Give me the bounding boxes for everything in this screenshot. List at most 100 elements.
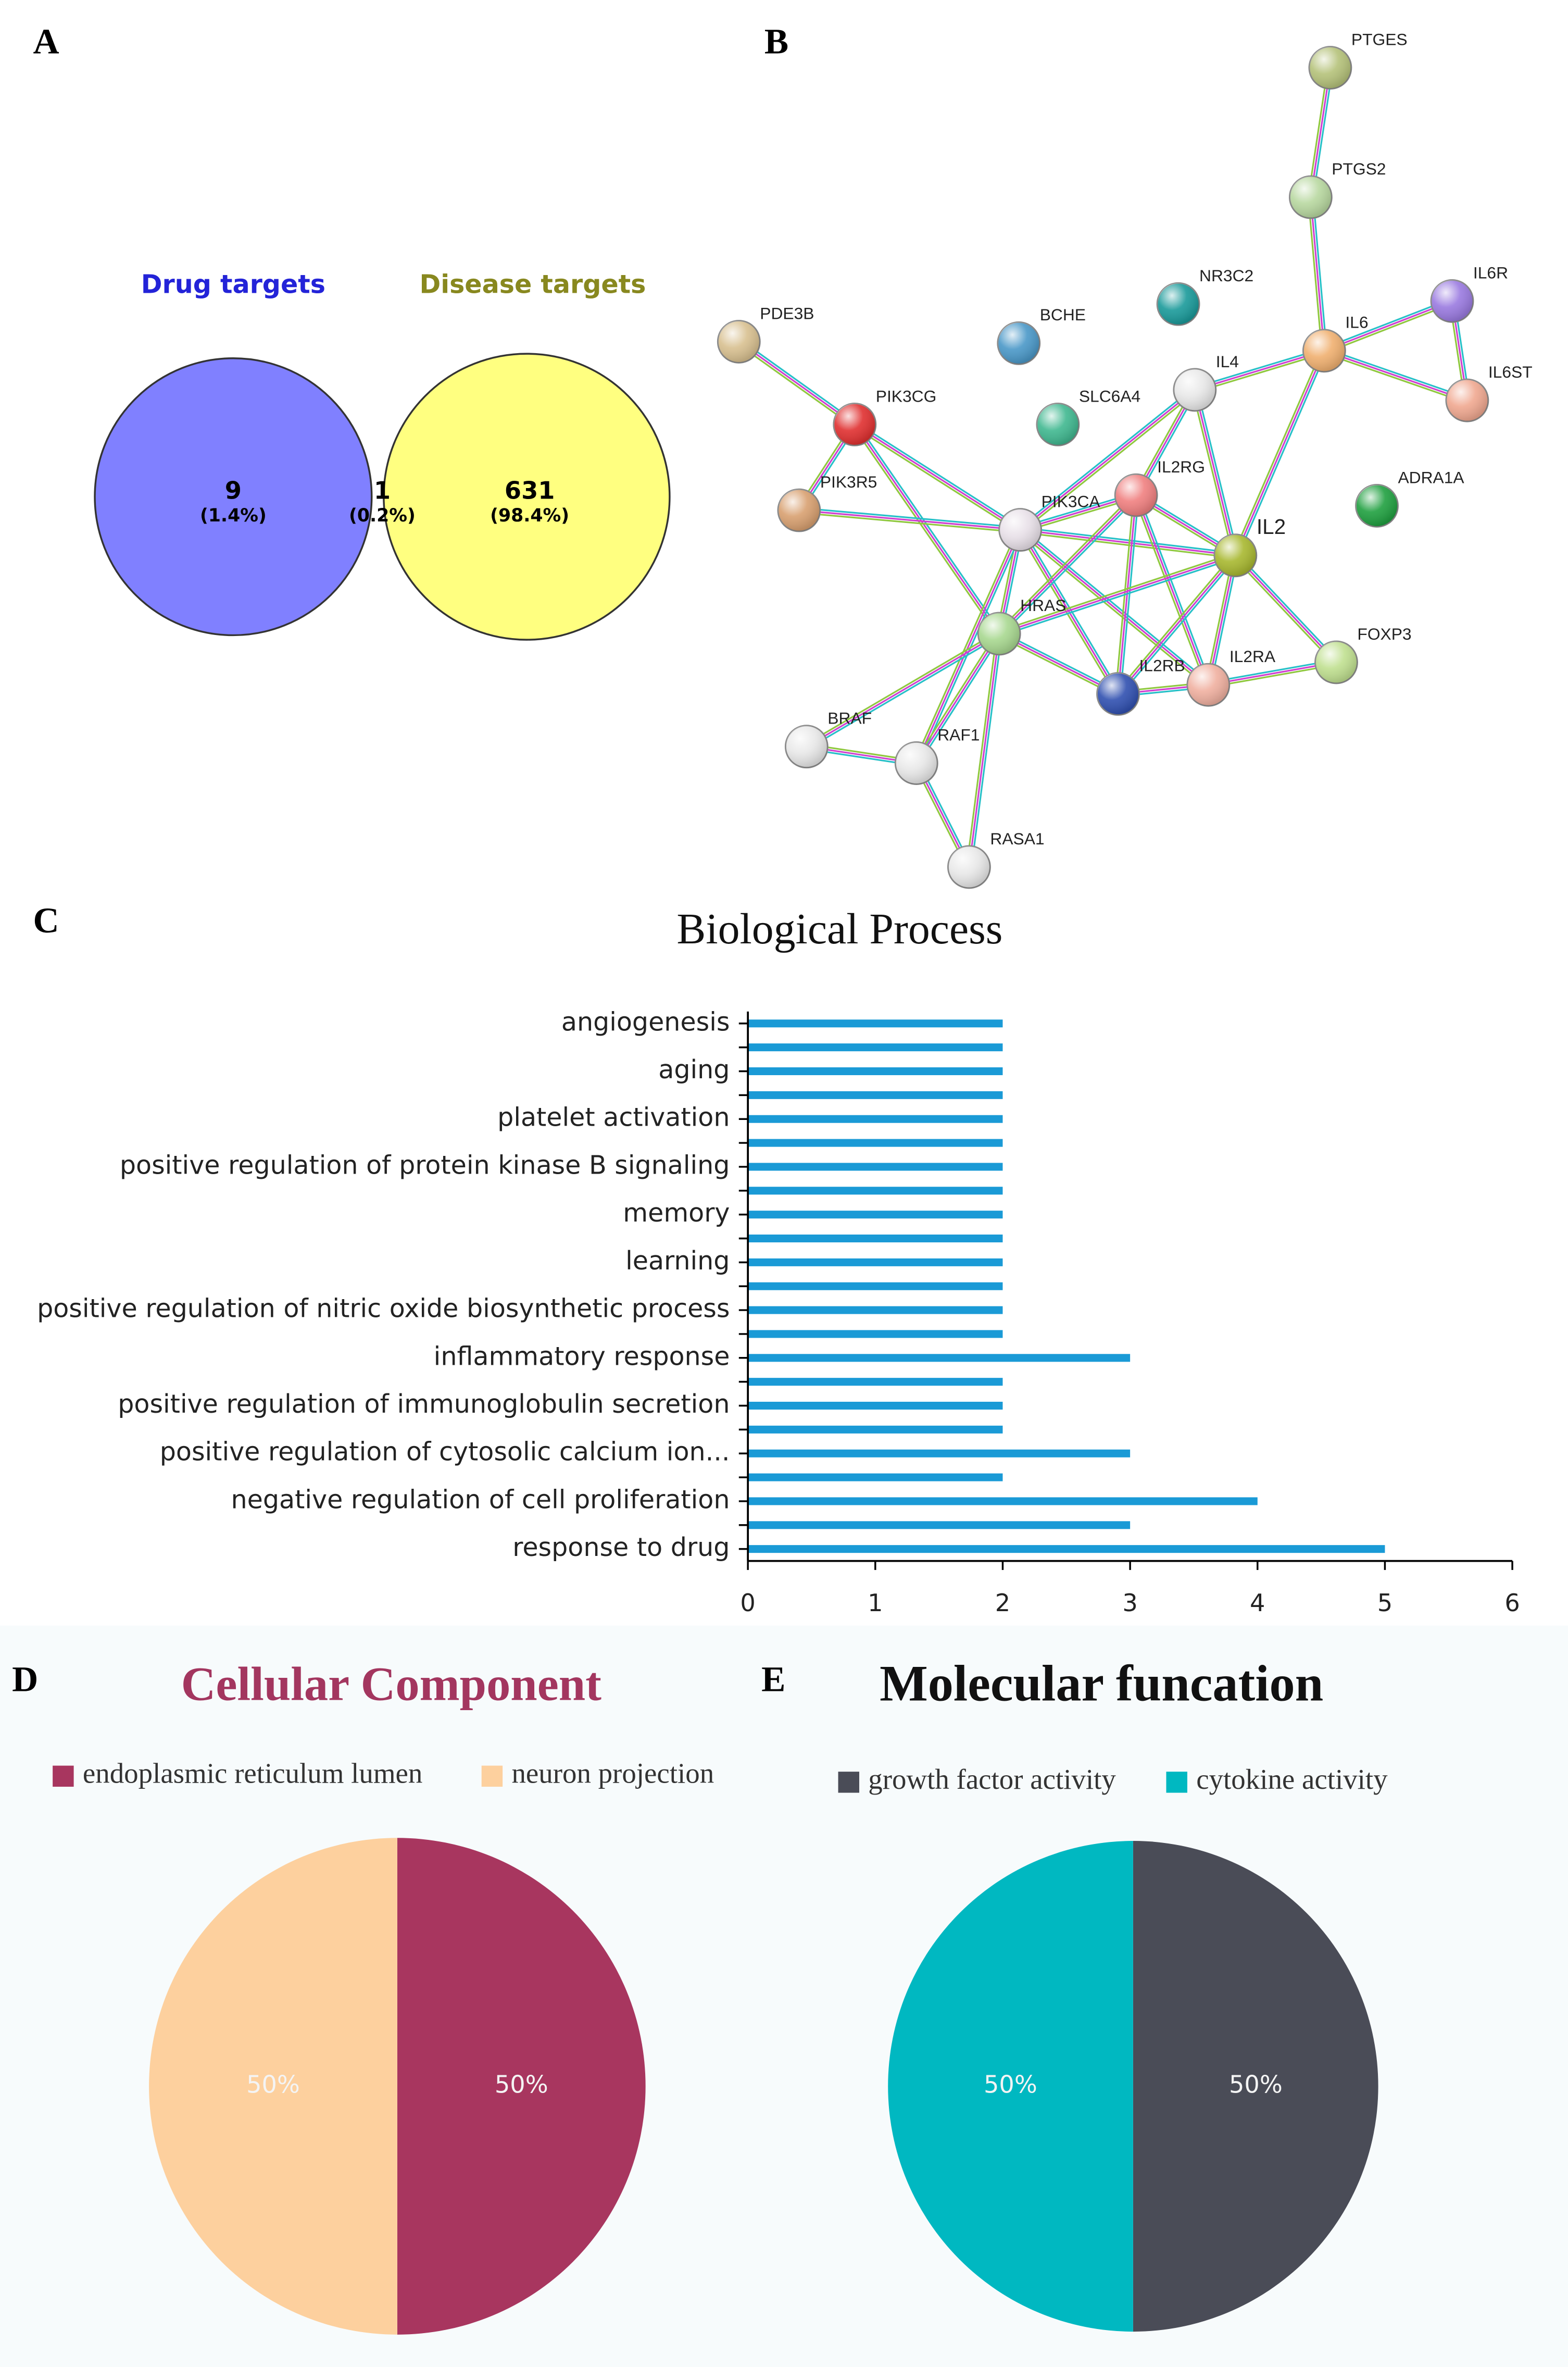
bar bbox=[748, 1258, 1003, 1266]
node-label: FOXP3 bbox=[1357, 625, 1411, 643]
network-edge bbox=[918, 634, 1002, 765]
network-edge bbox=[806, 633, 1000, 748]
network-edge bbox=[1324, 300, 1453, 352]
node-shine bbox=[785, 725, 828, 768]
x-tick-label: 3 bbox=[1122, 1589, 1137, 1617]
x-tick-label: 4 bbox=[1250, 1589, 1265, 1617]
network-edge bbox=[1020, 529, 1209, 686]
network-edge bbox=[1323, 352, 1467, 404]
pie-slice bbox=[149, 1838, 397, 2335]
x-tick-label: 1 bbox=[868, 1589, 883, 1617]
network-edge bbox=[1233, 556, 1335, 665]
legend-label: neuron projection bbox=[511, 1757, 714, 1789]
pie-slice bbox=[888, 1841, 1133, 2332]
network-edge bbox=[1310, 197, 1325, 351]
network-edge bbox=[1324, 347, 1469, 399]
network-edge bbox=[1236, 553, 1339, 662]
network-edge bbox=[1324, 350, 1467, 402]
network-edge bbox=[1018, 531, 1208, 688]
x-tick-label: 0 bbox=[740, 1589, 755, 1617]
network-edge bbox=[1195, 352, 1325, 393]
node-shine bbox=[895, 742, 938, 784]
network-edge bbox=[1235, 555, 1337, 663]
network-edge bbox=[997, 635, 1118, 697]
bar bbox=[748, 1139, 1003, 1147]
network-edge bbox=[998, 633, 1119, 695]
node-shine bbox=[948, 845, 990, 888]
network-edge bbox=[1135, 495, 1209, 686]
network-edge bbox=[739, 339, 857, 423]
node-label: ADRA1A bbox=[1398, 468, 1464, 487]
network-edge bbox=[1312, 68, 1334, 198]
bar bbox=[748, 1306, 1003, 1314]
network-edge bbox=[915, 529, 1021, 764]
bar bbox=[748, 1091, 1003, 1099]
y-tick-label: positive regulation of immunoglobulin se… bbox=[118, 1389, 730, 1419]
network-edge bbox=[1021, 527, 1211, 684]
set-circle bbox=[95, 358, 372, 636]
node-shine bbox=[1097, 672, 1139, 715]
network-edge bbox=[1194, 347, 1324, 389]
network-edge bbox=[913, 528, 1019, 763]
network-edge bbox=[807, 635, 1001, 750]
x-tick-label: 2 bbox=[995, 1589, 1010, 1617]
y-tick-label: negative regulation of cell proliferatio… bbox=[231, 1484, 730, 1514]
node-shine bbox=[1446, 379, 1488, 422]
node-shine bbox=[1289, 176, 1332, 219]
panel-label: C bbox=[33, 901, 59, 941]
network-edge bbox=[1020, 527, 1236, 554]
bar bbox=[748, 1521, 1131, 1529]
network-edge bbox=[998, 494, 1137, 634]
y-tick-label: response to drug bbox=[512, 1532, 730, 1562]
chart-title: Cellular Component bbox=[181, 1657, 602, 1710]
node-shine bbox=[1214, 534, 1257, 577]
node-shine bbox=[1187, 664, 1230, 706]
bar bbox=[748, 1115, 1003, 1123]
set-label: Drug targets bbox=[141, 269, 325, 300]
network-edge bbox=[998, 552, 1235, 632]
node-label: SLC6A4 bbox=[1079, 387, 1140, 405]
network-edge bbox=[1018, 387, 1194, 529]
node-shine bbox=[978, 613, 1021, 655]
network-edge bbox=[970, 633, 1002, 868]
network-edge bbox=[1021, 391, 1197, 533]
node-shine bbox=[1157, 283, 1200, 326]
region-share: (0.2%) bbox=[349, 505, 416, 526]
network-edge bbox=[1120, 495, 1139, 694]
network-edge bbox=[1237, 351, 1327, 557]
network-edge bbox=[915, 633, 1000, 764]
x-tick-label: 6 bbox=[1504, 1589, 1520, 1617]
network-edge bbox=[1119, 556, 1238, 696]
y-tick-label: aging bbox=[658, 1054, 730, 1085]
legend-swatch bbox=[1166, 1772, 1187, 1793]
y-tick-label: inflammatory response bbox=[434, 1341, 730, 1371]
network-edge bbox=[1207, 555, 1236, 686]
network-edge bbox=[738, 341, 856, 426]
bar bbox=[748, 1019, 1003, 1028]
bar bbox=[748, 1425, 1003, 1434]
y-tick-label: angiogenesis bbox=[561, 1006, 730, 1037]
set-outline bbox=[383, 353, 671, 641]
chart-title: Molecular funcation bbox=[880, 1655, 1323, 1712]
network-edge bbox=[852, 426, 1020, 533]
set-label: Disease targets bbox=[419, 269, 646, 300]
bar bbox=[748, 1449, 1131, 1457]
node-label: RAF1 bbox=[937, 725, 980, 744]
network-edge bbox=[854, 423, 1000, 634]
network-edge bbox=[1020, 529, 1236, 556]
node-shine bbox=[1303, 329, 1346, 372]
panel-label: D bbox=[12, 1660, 38, 1700]
region-share: (98.4%) bbox=[490, 505, 569, 526]
region-count: 1 bbox=[374, 476, 391, 504]
panel-label: B bbox=[764, 22, 788, 62]
set-circle bbox=[383, 354, 670, 640]
network-edge bbox=[913, 632, 998, 763]
bar bbox=[748, 1401, 1003, 1410]
y-tick-label: positive regulation of nitric oxide bios… bbox=[37, 1293, 730, 1324]
network-edge bbox=[856, 422, 1002, 633]
network-edge bbox=[1323, 298, 1452, 350]
legend-label: endoplasmic reticulum lumen bbox=[83, 1757, 422, 1789]
network-edge bbox=[1324, 302, 1453, 354]
network-edge bbox=[1194, 390, 1236, 556]
node-label: PTGES bbox=[1351, 30, 1408, 48]
